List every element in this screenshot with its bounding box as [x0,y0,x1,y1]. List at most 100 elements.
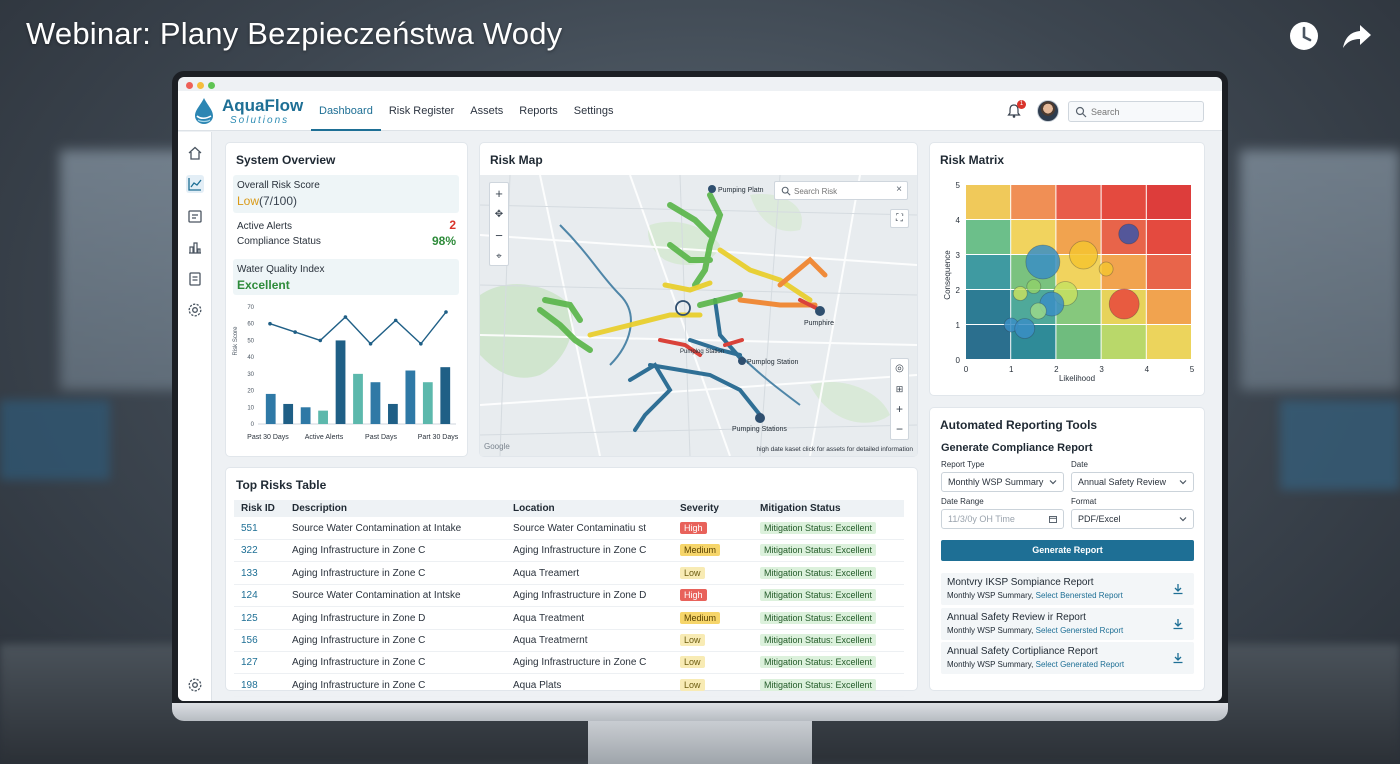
format-select[interactable]: PDF/Excel [1071,509,1194,529]
home-icon[interactable] [186,144,204,162]
matrix-cell [1101,185,1146,219]
risk-id[interactable]: 124 [241,590,258,602]
nav-dashboard[interactable]: Dashboard [311,91,381,131]
risk-score-kpi: Overall Risk Score Low (7/100) [233,175,459,213]
date-select[interactable]: Annual Safety Review [1071,472,1194,492]
table-row[interactable]: 127 Aging Infrastructure in Zone C Aging I… [234,652,904,675]
report-meta: Monthly WSP Summary, Select Benersted Re… [947,591,1123,600]
generated-report-item[interactable]: Annual Safety Cortipliance Report Monthly… [941,642,1194,674]
table-row[interactable]: 125 Aging Infrastructure in Zone D Aqua Tr… [234,608,904,630]
clock-icon[interactable] [1288,20,1320,52]
overview-y-tick: 70 [247,305,254,311]
report-link[interactable]: Select Generated Report [1035,660,1125,669]
risk-id[interactable]: 125 [241,612,258,624]
reports-icon[interactable] [186,270,204,288]
matrix-cell [1146,220,1191,254]
background-window-left [60,150,190,390]
chart-icon[interactable] [186,175,204,193]
fit-button[interactable]: ⌖ [496,251,502,262]
table-header: Risk ID Description Location Severity Mi… [234,500,904,517]
nav-assets[interactable]: Assets [470,105,504,117]
risk-description: Aging Infrastructure in Zone D [292,612,426,624]
table-row[interactable]: 124 Source Water Contamination at Intske A… [234,585,904,608]
severity-badge: Low [680,656,705,669]
close-dot[interactable] [186,82,193,89]
download-icon[interactable] [1172,583,1184,595]
bottom-settings-icon[interactable] [186,676,204,694]
settings-icon[interactable] [186,301,204,319]
table-row[interactable]: 322 Aging Infrastructure in Zone C Aging I… [234,540,904,563]
matrix-cell [1146,255,1191,289]
nav-settings[interactable]: Settings [573,105,614,117]
legend-button[interactable]: ⊞ [895,384,904,394]
bell-icon[interactable] [1006,103,1022,119]
generated-report-item[interactable]: Annual Safety Review ir Report Monthly WS… [941,607,1194,640]
download-icon[interactable] [1172,652,1184,664]
risk-id[interactable]: 198 [241,679,258,691]
map-label-4: Pumplog Station [747,359,798,366]
risk-id[interactable]: 156 [241,635,258,646]
user-avatar[interactable] [1037,100,1059,122]
overview-bar [388,403,398,424]
register-icon[interactable] [186,207,204,225]
risk-location: Aqua Plats [513,679,562,691]
risk-id[interactable]: 133 [241,567,258,579]
generate-report-button[interactable]: Generate Report [941,540,1194,561]
mitigation-badge: Mitigation Status: Excellent [760,634,877,646]
zoom-in-button[interactable]: + [495,186,503,201]
severity-badge: High [680,589,707,602]
risk-matrix-title: Risk Matrix [940,153,1005,167]
table-row[interactable]: 198 Aging Infrastructure in Zone C Aqua Pl… [234,675,904,697]
chevron-down-icon [1179,480,1187,485]
matrix-cell [966,325,1011,359]
matrix-cell [1056,325,1101,359]
pan-button[interactable]: ✥ [494,209,504,220]
risk-map[interactable]: Pumping Platn Pumphire Pumping Stations … [480,175,917,456]
report-type-value: Monthly WSP Summary [948,477,1044,487]
risk-location: Aqua Treatment [513,612,585,624]
report-link[interactable]: Select Genersted Rcport [1035,625,1124,635]
overview-bar [405,370,416,424]
table-row[interactable]: 156 Aging Infrastructure in Zone C Aqua Tr… [234,630,904,652]
nav-reports[interactable]: Reports [519,105,558,117]
overview-bar [265,393,276,424]
map-search-input[interactable] [794,184,892,198]
minimize-dot[interactable] [197,82,204,89]
risk-id[interactable]: 322 [241,545,258,557]
risk-location: Aging Infrastructure in Zone D [513,590,647,602]
matrix-y-tick: 3 [956,251,961,260]
map-search-clear-icon[interactable]: × [896,184,902,195]
nav-risk-register[interactable]: Risk Register [388,105,455,117]
report-type-select[interactable]: Monthly WSP Summary [941,472,1064,492]
global-search-input[interactable] [1091,104,1199,120]
table-row[interactable]: 133 Aging Infrastructure in Zone C Aqua Tr… [234,563,904,585]
layers-button[interactable]: ◎ [895,363,904,374]
assets-icon[interactable] [186,238,204,256]
risk-description: Aging Infrastructure in Zone C [292,657,426,669]
overview-line-point [368,341,373,346]
date-range-field[interactable]: 11/3/0y OH Time [941,509,1064,529]
overview-y-tick: 50 [247,338,254,344]
risk-matrix-chart: 5 4 3 2 1 0 0 1 2 3 4 5 Consequence Likelihood [943,181,1195,383]
map-search[interactable]: × [774,181,908,200]
map-zoom-in-right-button[interactable]: + [895,402,903,416]
global-search[interactable] [1068,101,1204,122]
fullscreen-button[interactable]: ⛶ [890,209,909,228]
download-icon[interactable] [1172,618,1184,630]
matrix-bubble [1012,286,1028,301]
maximize-dot[interactable] [208,82,215,89]
generated-report-item[interactable]: Montvry IKSP Sompiance Report Monthly WSP… [941,573,1194,605]
overview-bar [335,340,346,424]
table-row[interactable]: 551 Source Water Contamination at Intake S… [234,518,904,540]
date-value: Annual Safety Review [1078,477,1167,487]
severity-badge: High [680,522,707,534]
risk-id[interactable]: 127 [241,657,258,669]
sidebar [178,132,212,701]
map-zoom-out-right-button[interactable]: − [895,422,903,436]
report-link[interactable]: Select Benersted Report [1035,591,1123,600]
reporting-card: Automated Reporting Tools Generate Compl… [930,408,1204,690]
risk-id[interactable]: 551 [241,523,258,534]
zoom-out-button[interactable]: − [495,228,503,243]
share-arrow-icon[interactable] [1341,20,1373,52]
